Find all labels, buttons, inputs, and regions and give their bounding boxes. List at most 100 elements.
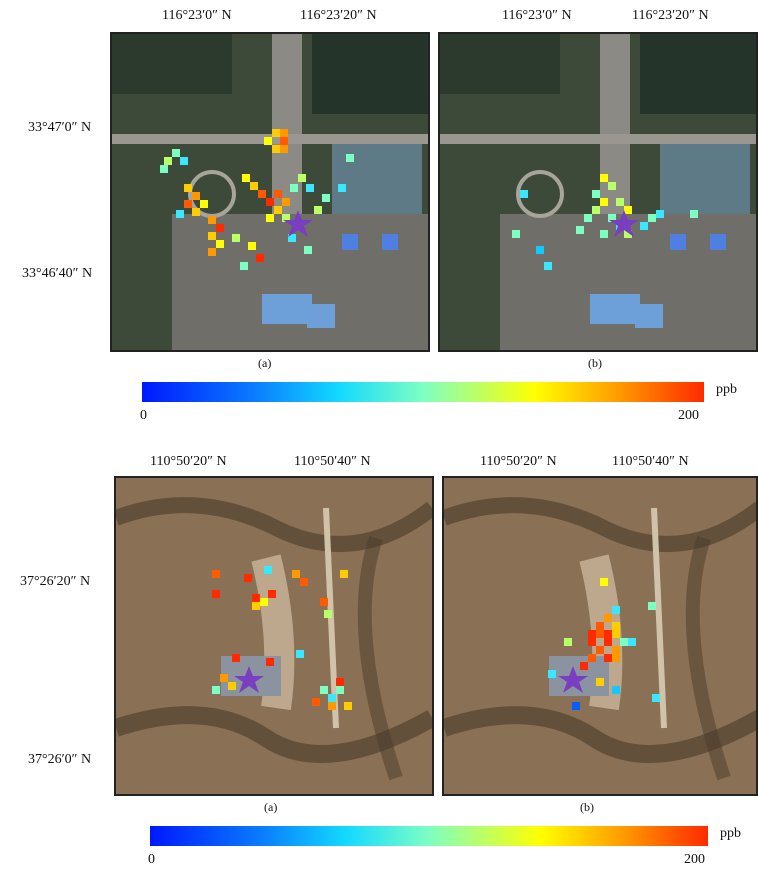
concentration-pixel <box>328 694 336 702</box>
concentration-pixel <box>208 232 216 240</box>
bottom-lon-label-1: 110°50′20″ N <box>150 454 227 469</box>
concentration-pixel <box>282 214 290 222</box>
bottom-lon-label-b-1: 110°50′20″ N <box>480 454 557 469</box>
concentration-pixel <box>600 230 608 238</box>
concentration-pixel <box>572 702 580 710</box>
concentration-pixel <box>264 566 272 574</box>
concentration-pixel <box>240 262 248 270</box>
concentration-pixel <box>548 670 556 678</box>
concentration-pixel <box>304 246 312 254</box>
concentration-pixel <box>288 234 296 242</box>
concentration-pixel <box>628 638 636 646</box>
bottom-colorbar-unit: ppb <box>720 826 741 841</box>
concentration-pixel <box>640 222 648 230</box>
concentration-pixel <box>184 200 192 208</box>
concentration-pixel <box>244 574 252 582</box>
ridge <box>444 497 756 552</box>
bottom-colorbar <box>150 826 708 846</box>
concentration-pixel <box>200 200 208 208</box>
bottom-map-panel-b <box>442 476 758 796</box>
concentration-pixel <box>172 149 180 157</box>
concentration-pixel <box>596 622 604 630</box>
road <box>440 134 756 144</box>
concentration-pixel <box>512 230 520 238</box>
concentration-pixel <box>248 242 256 250</box>
concentration-pixel <box>300 578 308 586</box>
concentration-pixel <box>160 165 168 173</box>
building-roof <box>635 304 663 328</box>
bottom-lat-label-1: 37°26′20″ N <box>20 574 91 589</box>
top-colorbar-min: 0 <box>140 408 147 423</box>
concentration-pixel <box>320 598 328 606</box>
ridge <box>444 706 756 763</box>
concentration-pixel <box>290 184 298 192</box>
concentration-pixel <box>212 686 220 694</box>
concentration-pixel <box>608 214 616 222</box>
concentration-pixel <box>624 230 632 238</box>
concentration-pixel <box>648 602 656 610</box>
field-patch <box>640 34 756 114</box>
concentration-pixel <box>266 214 274 222</box>
concentration-pixel <box>176 210 184 218</box>
concentration-pixel <box>620 638 628 646</box>
concentration-pixel <box>588 654 596 662</box>
concentration-pixel <box>580 662 588 670</box>
concentration-pixel <box>208 248 216 256</box>
building-roof <box>262 294 312 324</box>
concentration-pixel <box>264 137 272 145</box>
top-lon-label-1: 116°23′0″ N <box>162 8 232 23</box>
source-star-icon <box>234 666 264 693</box>
concentration-pixel <box>212 570 220 578</box>
concentration-pixel <box>232 234 240 242</box>
concentration-pixel <box>306 184 314 192</box>
concentration-pixel <box>344 702 352 710</box>
building-roof <box>670 234 686 250</box>
concentration-pixel <box>608 182 616 190</box>
concentration-pixel <box>604 614 612 622</box>
bottom-colorbar-min: 0 <box>148 852 155 867</box>
ridge <box>357 535 403 781</box>
concentration-pixel <box>268 590 276 598</box>
concentration-pixel <box>274 206 282 214</box>
concentration-pixel <box>588 630 596 638</box>
concentration-pixel <box>208 216 216 224</box>
concentration-pixel <box>192 208 200 216</box>
bottom-lat-label-2: 37°26′0″ N <box>28 752 92 767</box>
concentration-pixel <box>282 198 290 206</box>
source-star-icon <box>283 210 313 237</box>
top-lon-label-b-2: 116°23′20″ N <box>632 8 709 23</box>
top-colorbar <box>142 382 704 402</box>
concentration-pixels <box>160 129 354 270</box>
top-map-panel-b <box>438 32 758 352</box>
bottom-subplot-label-b: (b) <box>580 800 594 814</box>
concentration-pixel <box>652 694 660 702</box>
source-star-icon <box>558 666 588 693</box>
concentration-pixel <box>544 262 552 270</box>
ridge <box>685 535 731 781</box>
pond <box>660 144 750 214</box>
concentration-pixel <box>612 646 620 654</box>
concentration-pixel <box>228 682 236 690</box>
concentration-pixel <box>180 157 188 165</box>
concentration-pixel <box>232 654 240 662</box>
concentration-pixel <box>612 654 620 662</box>
concentration-pixel <box>336 678 344 686</box>
building-roof <box>382 234 398 250</box>
concentration-pixel <box>274 190 282 198</box>
source-star-icon <box>609 210 639 237</box>
concentration-pixel <box>272 145 280 153</box>
concentration-pixel <box>584 214 592 222</box>
concentration-pixel <box>588 638 596 646</box>
concentration-pixel <box>314 206 322 214</box>
concentration-pixel <box>592 190 600 198</box>
concentration-pixel <box>596 678 604 686</box>
top-map-panel-a <box>110 32 430 352</box>
ridge <box>116 706 432 763</box>
concentration-pixel <box>328 702 336 710</box>
field-patch <box>312 34 428 114</box>
concentration-pixel <box>596 630 604 638</box>
bottom-colorbar-max: 200 <box>684 852 705 867</box>
roundabout <box>516 170 564 218</box>
concentration-pixel <box>592 206 600 214</box>
concentration-pixel <box>604 638 612 646</box>
